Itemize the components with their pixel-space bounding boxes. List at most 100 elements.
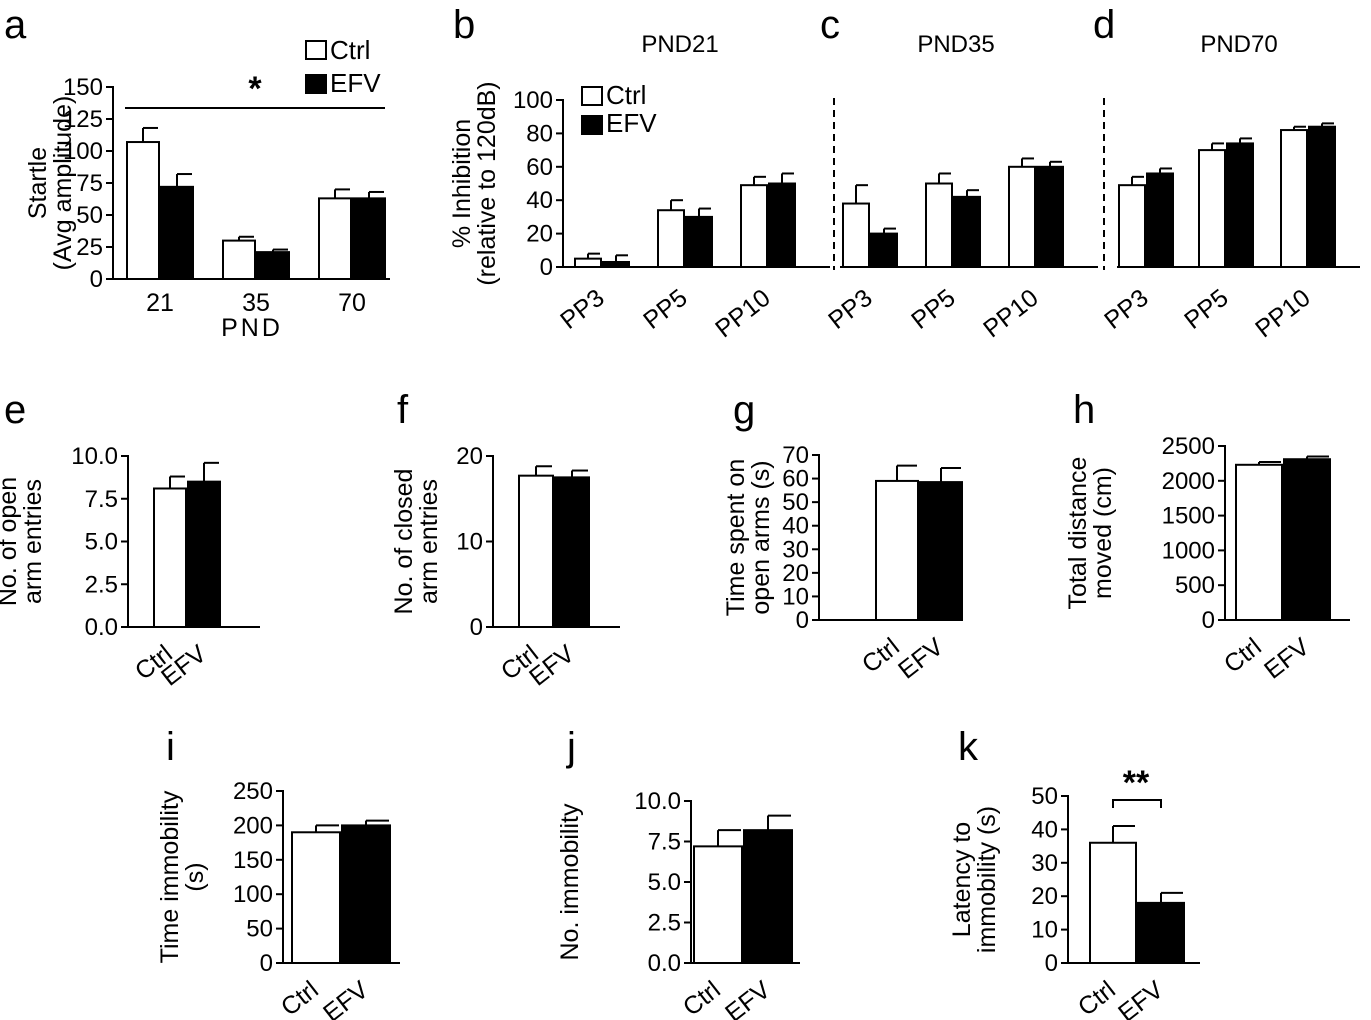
y-tick-label: 500 [1175,572,1215,599]
panel-label: a [4,3,27,47]
y-tick-label: 2000 [1162,468,1215,495]
bar-efv-PP10 [1036,165,1064,268]
chart-panel-d: d PND70 PP3 PP5 PP10 [1093,3,1360,343]
y-tick-label: 0 [1202,607,1215,634]
y-tick-label: 10 [1031,917,1058,944]
category-label: EFV [1113,975,1169,1020]
category-label: PP10 [978,284,1043,344]
panel-label: c [820,3,840,47]
y-tick-label: 60 [526,154,553,181]
y-tick-label: 250 [233,778,273,805]
bar-efv-PP5 [685,215,713,268]
y-axis-label: moved (cm) [1089,467,1117,599]
y-tick-label: 1500 [1162,503,1215,530]
y-axis-label: (s) [181,862,209,891]
significance-marker: ** [1123,764,1150,802]
y-tick-label: 5.0 [85,529,118,556]
panel-label: k [958,725,979,769]
y-tick-label: 20 [526,221,553,248]
category-label: EFV [318,975,374,1020]
bar-efv-21 [160,185,194,280]
legend-ctrl-swatch [305,40,327,60]
y-tick-label: 100 [63,138,103,165]
chart-panel-b: b PND21 PP3 PP5 PP10 0 20 40 60 80 100 % Inhibition… [448,3,830,343]
legend-panel-b: Ctrl EFV [581,80,657,138]
legend-efv-label: EFV [606,108,657,138]
category-label: PP5 [906,284,960,335]
category-label: PP10 [710,284,775,344]
category-label: PP5 [1179,284,1233,335]
category-label: 21 [146,289,174,317]
bar-Ctrl [518,474,554,629]
bar-efv-PP5 [1226,142,1254,268]
y-tick-label: 25 [76,234,103,261]
category-label: EFV [893,632,949,684]
panel-label: g [733,388,755,432]
bar-EFV [341,824,391,965]
panel-label: i [166,725,175,769]
y-axis-label: arm entries [19,479,47,604]
y-tick-label: 0.0 [85,614,118,641]
chart-title: PND21 [641,31,718,58]
y-tick-label: 0 [260,950,273,977]
y-axis-label: % Inhibition [448,119,476,248]
y-tick-label: 70 [782,442,809,469]
y-tick-label: 20 [1031,883,1058,910]
bar-ctrl-PP5 [925,182,953,268]
bar-efv-35 [256,251,290,280]
bar-EFV [1137,901,1185,965]
y-tick-label: 30 [1031,850,1058,877]
category-label: PP3 [555,284,609,335]
y-tick-label: 0 [540,254,553,281]
y-axis-label: Time spent on [722,459,750,616]
panel-label: f [397,388,409,432]
category-label: Ctrl [276,976,324,1020]
y-axis-label: Time immobility [156,790,184,963]
bar-efv-PP10 [1308,125,1336,268]
y-axis-label: No. of open [0,477,22,606]
y-tick-label: 30 [782,536,809,563]
y-tick-label: 0 [470,614,483,641]
panel-label: b [453,3,475,47]
category-label: PP3 [823,284,877,335]
chart-panel-a: a 21 35 70 0 25 50 75 100 125 150 Startle(Avg ampli… [4,3,390,342]
bar-Ctrl [693,845,743,964]
bar-ctrl-21 [126,141,160,280]
legend-ctrl-label: Ctrl [606,80,646,110]
y-tick-label: 5.0 [648,869,681,896]
y-axis-label: (relative to 120dB) [473,81,501,285]
chart-title: PND35 [917,31,994,58]
bar-Ctrl [1089,841,1137,965]
y-tick-label: 150 [233,847,273,874]
y-tick-label: 0.0 [648,950,681,977]
y-axis-label: Total distance [1064,457,1092,610]
y-tick-label: 20 [782,560,809,587]
category-label: Ctrl [857,633,905,679]
y-axis-label: Startle [24,147,52,219]
bar-ctrl-35 [222,239,256,281]
bar-ctrl-PP3 [574,257,602,268]
legend-efv-swatch [581,115,603,135]
category-label: EFV [524,639,580,691]
bar-Ctrl [291,831,341,965]
y-axis-label: Latency to [948,822,976,937]
y-tick-label: 150 [63,74,103,101]
y-axis-label: (Avg amplitude) [49,96,77,271]
category-label: PP5 [638,284,692,335]
bar-ctrl-PP10 [1280,129,1308,268]
bar-ctrl-70 [318,197,352,280]
category-label: Ctrl [1219,633,1267,679]
category-label: EFV [720,975,776,1020]
category-label: PP10 [1250,284,1315,344]
panel-label: j [566,725,576,769]
bar-EFV [554,476,590,628]
category-label: PP3 [1099,284,1153,335]
y-tick-label: 1000 [1162,537,1215,564]
bar-efv-PP3 [1146,172,1174,268]
